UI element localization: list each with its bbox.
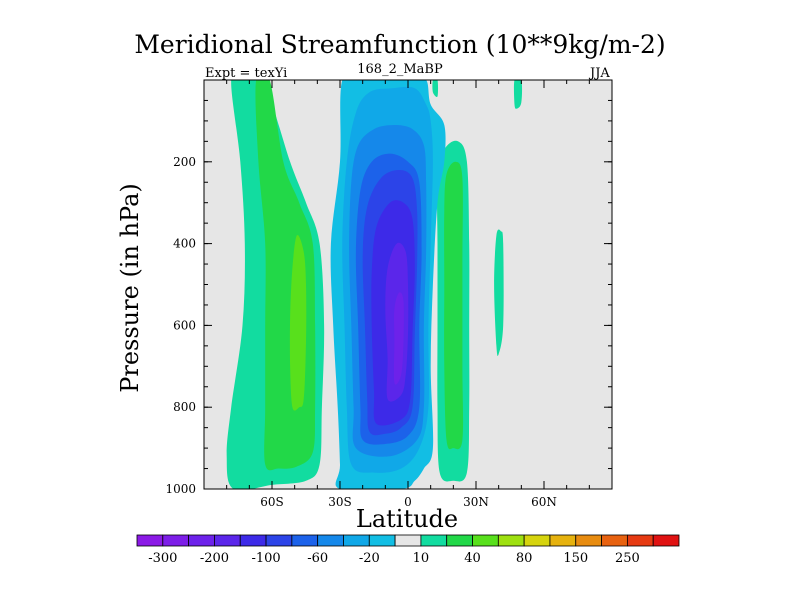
y-tick-label: 1000 <box>165 482 196 496</box>
colorbar-box <box>472 534 499 547</box>
chart-title: Meridional Streamfunction (10**9kg/m-2) <box>134 30 666 59</box>
colorbar-label: -60 <box>307 551 328 566</box>
colorbar-box <box>497 534 525 547</box>
colorbar-box <box>523 534 551 547</box>
season-label: JJA <box>590 66 610 81</box>
colorbar-label: -20 <box>359 551 380 566</box>
contour-region <box>393 292 404 385</box>
x-tick-label: 60N <box>531 495 557 509</box>
colorbar-box <box>239 534 267 547</box>
contour-region <box>494 229 504 356</box>
x-tick-label: 60S <box>260 495 284 509</box>
colorbar-box <box>601 534 628 547</box>
colorbar-box <box>420 534 448 547</box>
colorbar-box <box>549 534 577 547</box>
colorbar-label: 150 <box>563 551 588 566</box>
y-tick-label: 400 <box>173 237 196 251</box>
colorbar-box <box>136 534 164 547</box>
x-tick-label: 30S <box>328 495 352 509</box>
run-label: 168_2_MaBP <box>357 62 443 77</box>
colorbar-box <box>214 534 241 547</box>
colorbar-box <box>343 534 370 547</box>
colorbar-label: -200 <box>200 551 229 566</box>
colorbar-label: 40 <box>464 551 481 566</box>
y-tick-label: 600 <box>173 318 196 332</box>
contour-region <box>513 80 523 109</box>
colorbar-box <box>394 534 422 547</box>
colorbar-label: 10 <box>413 551 430 566</box>
colorbar-box <box>446 534 473 547</box>
colorbar-box <box>575 534 602 547</box>
colorbar-label: -300 <box>148 551 177 566</box>
contour-region <box>289 234 307 411</box>
experiment-label: Expt = texYi <box>205 66 288 81</box>
colorbar-label: -100 <box>251 551 280 566</box>
y-tick-label: 200 <box>173 155 196 169</box>
colorbar-box <box>626 534 654 547</box>
y-tick-label: 800 <box>173 400 196 414</box>
colorbar-label: 250 <box>615 551 640 566</box>
colorbar-box <box>652 534 680 547</box>
colorbar-box <box>265 534 293 547</box>
colorbar-box <box>368 534 396 547</box>
x-tick-label: 0 <box>404 495 412 509</box>
x-axis-label: Latitude <box>355 505 459 533</box>
contour-region <box>444 161 464 450</box>
colorbar-box <box>317 534 344 547</box>
colorbar-box <box>291 534 319 547</box>
colorbar-box <box>162 534 190 547</box>
colorbar-label: 80 <box>516 551 533 566</box>
x-tick-label: 30N <box>463 495 489 509</box>
colorbar-box <box>188 534 215 547</box>
contour-region <box>432 80 439 97</box>
